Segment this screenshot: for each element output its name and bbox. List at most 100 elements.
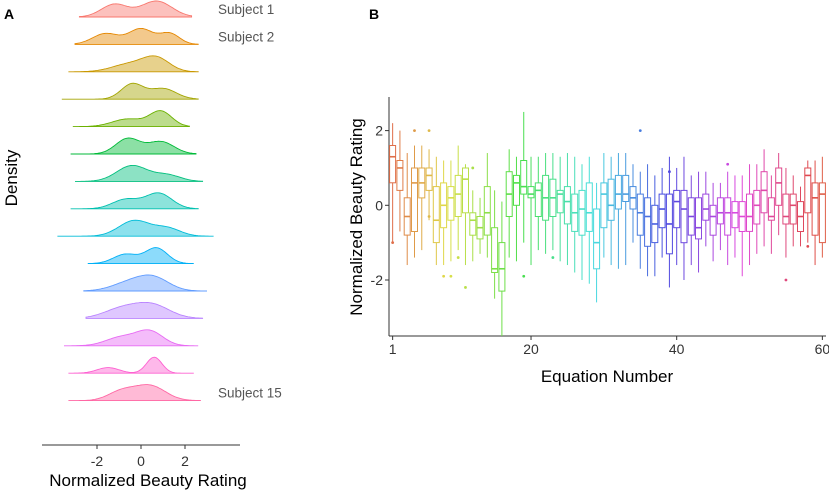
box-body (600, 182, 608, 229)
box-body (644, 197, 652, 247)
box-body (636, 193, 644, 236)
box-body (389, 145, 397, 184)
box-body (454, 174, 462, 217)
box-20 (527, 156, 535, 266)
box-body (695, 197, 702, 240)
density-ridge (75, 164, 204, 182)
box-body (607, 178, 615, 221)
density-ridge (70, 137, 197, 155)
box-56 (789, 175, 797, 247)
box-31 (607, 156, 615, 266)
density-ridge (61, 82, 199, 100)
box-14 (483, 153, 491, 258)
outlier-point (784, 278, 788, 282)
box-60 (818, 156, 826, 258)
box-24 (556, 156, 564, 262)
box-body (818, 182, 826, 244)
y-tick-label: -2 (371, 272, 384, 288)
panel-a-ylabel: Density (2, 149, 21, 206)
box-body (680, 189, 688, 244)
box-body (760, 171, 768, 214)
box-34 (629, 164, 637, 243)
box-40 (673, 167, 681, 266)
box-4 (411, 129, 418, 258)
box-32 (614, 153, 622, 269)
boxplot-group (389, 111, 826, 336)
box-43 (695, 171, 702, 273)
ridge-label: Subject 15 (218, 386, 282, 401)
box-12 (469, 166, 477, 262)
box-body (563, 186, 571, 225)
panel-b-ylabel: Normalized Beauty Rating (347, 118, 366, 315)
box-body (622, 174, 630, 202)
ridge-label: Subject 2 (218, 29, 274, 44)
outlier-point (456, 256, 460, 259)
outlier-point (471, 166, 475, 170)
box-21 (534, 156, 542, 251)
box-body (724, 197, 732, 236)
box-body (673, 189, 681, 229)
box-17 (505, 149, 513, 258)
box-3 (403, 153, 411, 266)
box-41 (680, 156, 688, 280)
box-body (483, 186, 491, 236)
box-15 (491, 190, 499, 299)
panel-a-xlabel: Normalized Beauty Rating (49, 471, 246, 490)
box-body (556, 189, 564, 214)
box-59 (811, 160, 819, 266)
box-54 (775, 153, 783, 236)
box-53 (767, 175, 775, 254)
x-tick-label: 20 (523, 341, 539, 357)
outlier-point (427, 129, 431, 133)
y-tick-label: 2 (375, 123, 383, 139)
panel-b-ticks: 1 20 40 60 -2 0 2 (371, 123, 829, 357)
box-45 (709, 182, 717, 262)
density-ridge (57, 219, 214, 237)
density-ridge (64, 329, 199, 347)
outlier-point (668, 170, 671, 174)
box-19 (520, 111, 528, 278)
box-body (702, 193, 710, 221)
outlier-point (391, 241, 395, 245)
box-body (716, 197, 724, 225)
box-55 (782, 167, 790, 282)
box-42 (687, 175, 695, 266)
x-tick-label: -2 (91, 453, 104, 469)
outlier-point (522, 274, 526, 278)
density-ridge (72, 110, 190, 128)
box-22 (542, 153, 550, 254)
box-25 (563, 153, 571, 266)
panel-a-label: A (4, 6, 14, 22)
box-7 (432, 156, 440, 266)
panel-a: A Density Normalized Beauty Rating Subje… (2, 0, 282, 490)
box-body (469, 212, 477, 236)
box-body (658, 193, 666, 229)
outlier-point (638, 129, 642, 133)
density-ridge (83, 274, 207, 292)
box-39 (665, 156, 673, 288)
box-50 (746, 164, 753, 266)
ridge-labels: Subject 1 Subject 2 Subject 15 (218, 2, 282, 401)
box-38 (658, 167, 666, 258)
box-body (775, 167, 783, 206)
box-16 (498, 201, 506, 336)
box-11 (462, 164, 469, 289)
box-body (527, 186, 535, 199)
box-8 (440, 160, 448, 278)
outlier-point (464, 286, 467, 289)
box-body (534, 182, 542, 217)
box-35 (636, 129, 644, 269)
outlier-point (726, 162, 730, 166)
box-49 (738, 175, 746, 277)
x-tick-label: 40 (669, 341, 685, 357)
box-18 (513, 156, 520, 262)
box-10 (454, 145, 462, 259)
box-body (491, 227, 499, 273)
box-body (789, 193, 797, 225)
box-body (411, 167, 418, 232)
box-body (767, 197, 775, 221)
panel-a-ticks: -2 0 2 (91, 445, 189, 469)
density-ridge (87, 247, 194, 265)
box-body (782, 193, 790, 225)
box-46 (716, 182, 724, 251)
